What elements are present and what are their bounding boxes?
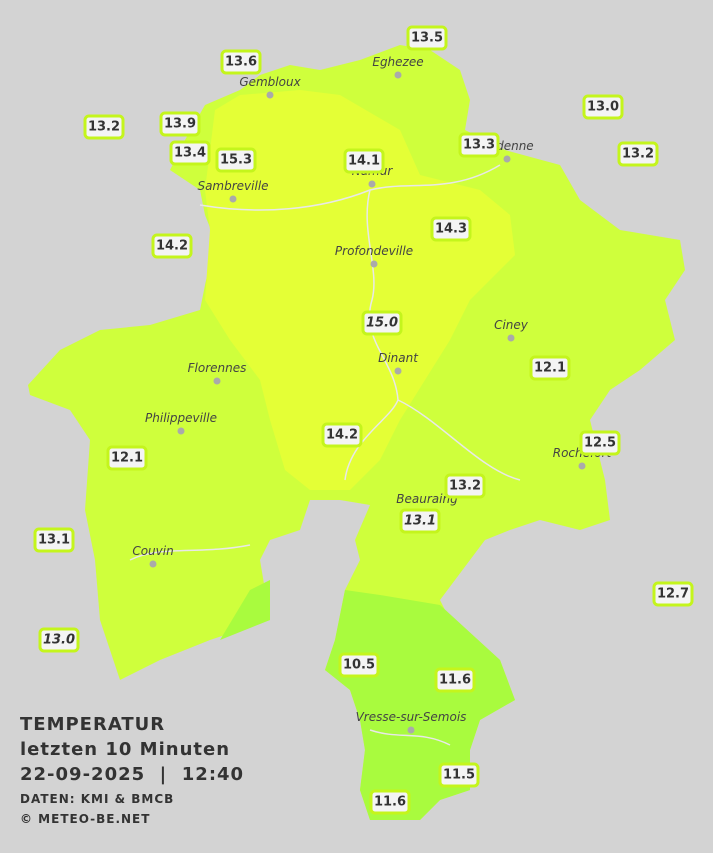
station-value: 13.2 bbox=[88, 120, 120, 135]
station-value: 13.2 bbox=[449, 479, 481, 494]
station-box bbox=[579, 430, 621, 456]
city-label: Beauraing bbox=[396, 492, 458, 506]
station-box bbox=[106, 445, 148, 471]
station-value: 13.1 bbox=[38, 533, 70, 548]
station-value: 12.1 bbox=[111, 451, 143, 466]
station-box bbox=[151, 233, 193, 259]
station-value: 13.0 bbox=[43, 633, 75, 648]
timestamp: 22-09-2025 | 12:40 bbox=[20, 764, 244, 785]
station-value: 13.5 bbox=[411, 31, 443, 46]
cool-zone bbox=[220, 580, 270, 640]
station-value: 12.1 bbox=[534, 361, 566, 376]
station-box bbox=[369, 789, 411, 815]
station-box bbox=[343, 148, 385, 174]
station-value: 11.5 bbox=[443, 768, 475, 783]
city-dot bbox=[370, 260, 378, 268]
city-dot bbox=[266, 91, 274, 99]
station-box bbox=[438, 762, 480, 788]
subtitle: letzten 10 Minuten bbox=[20, 739, 230, 760]
station-box bbox=[582, 94, 624, 120]
station-box bbox=[321, 422, 363, 448]
station-value: 15.0 bbox=[366, 316, 398, 331]
station-box bbox=[529, 355, 571, 381]
city-dot bbox=[578, 462, 586, 470]
city-label: Sambreville bbox=[197, 179, 268, 193]
city-dot bbox=[503, 155, 511, 163]
city-label: Vresse-sur-Semois bbox=[356, 710, 467, 724]
station-box bbox=[430, 216, 472, 242]
source: DATEN: KMI & BMCB bbox=[20, 792, 174, 806]
station-value: 14.2 bbox=[156, 239, 188, 254]
city-label: Gembloux bbox=[239, 75, 301, 89]
city-label: Profondeville bbox=[335, 244, 413, 258]
city-dot bbox=[229, 195, 237, 203]
station-box bbox=[338, 652, 380, 678]
station-value: 13.4 bbox=[174, 146, 206, 161]
station-value: 13.2 bbox=[622, 147, 654, 162]
copyright: © METEO-BE.NET bbox=[20, 812, 150, 826]
city-label: Philippeville bbox=[145, 411, 217, 425]
station-value: 10.5 bbox=[343, 658, 375, 673]
station-box bbox=[444, 473, 486, 499]
station-box bbox=[169, 140, 211, 166]
station-value: 12.7 bbox=[657, 587, 689, 602]
city-dot bbox=[177, 427, 185, 435]
station-box bbox=[215, 147, 257, 173]
station-box bbox=[83, 114, 125, 140]
station-box bbox=[220, 49, 262, 75]
city-label: Couvin bbox=[132, 544, 173, 558]
city-dot bbox=[394, 71, 402, 79]
city-dot bbox=[407, 726, 415, 734]
station-value: 15.3 bbox=[220, 153, 252, 168]
station-value: 13.9 bbox=[164, 117, 196, 132]
station-value: 11.6 bbox=[374, 795, 406, 810]
station-box bbox=[652, 581, 694, 607]
station-value: 14.3 bbox=[435, 222, 467, 237]
city-dot bbox=[507, 334, 515, 342]
station-box bbox=[458, 132, 500, 158]
city-dot bbox=[368, 180, 376, 188]
city-dot bbox=[149, 560, 157, 568]
station-value: 13.6 bbox=[225, 55, 257, 70]
station-value: 13.3 bbox=[463, 138, 495, 153]
river bbox=[129, 164, 521, 746]
station-box bbox=[159, 111, 201, 137]
warm-zone bbox=[205, 90, 515, 490]
city-label: Dinant bbox=[378, 351, 419, 365]
station-value: 12.5 bbox=[584, 436, 616, 451]
city-label: Eghezee bbox=[372, 55, 423, 69]
station-box bbox=[406, 25, 448, 51]
station-value: 13.1 bbox=[404, 514, 436, 529]
station-value: 14.1 bbox=[348, 154, 380, 169]
city-dot bbox=[394, 367, 402, 375]
city-label: Ciney bbox=[494, 318, 529, 332]
city-label: Florennes bbox=[188, 361, 247, 375]
title: TEMPERATUR bbox=[20, 714, 165, 735]
station-box bbox=[361, 310, 403, 336]
station-value: 14.2 bbox=[326, 428, 358, 443]
station-value: 11.6 bbox=[439, 673, 471, 688]
city-dot bbox=[213, 377, 221, 385]
station-box bbox=[617, 141, 659, 167]
station-box bbox=[38, 627, 80, 653]
station-box bbox=[434, 667, 476, 693]
station-box bbox=[399, 508, 441, 534]
station-value: 13.0 bbox=[587, 100, 619, 115]
station-box bbox=[33, 527, 75, 553]
